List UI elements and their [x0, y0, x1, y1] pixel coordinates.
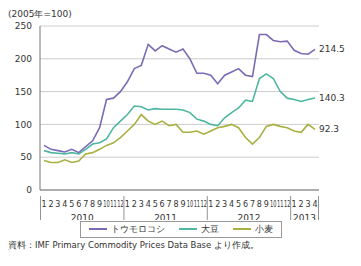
svg-text:4: 4 [229, 200, 234, 209]
svg-text:11: 11 [277, 200, 283, 209]
svg-text:200: 200 [15, 54, 32, 64]
svg-text:5: 5 [69, 200, 74, 209]
svg-text:2: 2 [215, 200, 220, 209]
svg-text:100: 100 [15, 120, 32, 130]
svg-text:12: 12 [117, 200, 123, 209]
svg-text:5: 5 [153, 200, 158, 209]
svg-text:11: 11 [110, 200, 116, 209]
svg-text:92.3: 92.3 [319, 124, 339, 134]
svg-text:4: 4 [62, 200, 67, 209]
svg-text:50: 50 [21, 152, 33, 162]
svg-text:10: 10 [187, 200, 193, 209]
svg-text:10: 10 [270, 200, 276, 209]
svg-text:4: 4 [312, 200, 317, 209]
svg-text:1: 1 [41, 200, 46, 209]
html-text:小麦: 小麦 [254, 223, 273, 234]
svg-text:9: 9 [180, 200, 185, 209]
svg-text:3: 3 [222, 200, 227, 209]
svg-text:9: 9 [264, 200, 269, 209]
html-text:大豆: 大豆 [200, 223, 219, 234]
svg-text:7: 7 [83, 200, 88, 209]
svg-text:8: 8 [173, 200, 178, 209]
svg-text:12: 12 [201, 200, 207, 209]
svg-text:8: 8 [90, 200, 95, 209]
svg-text:5: 5 [236, 200, 241, 209]
svg-text:2013: 2013 [293, 213, 316, 220]
svg-text:0: 0 [26, 185, 32, 195]
svg-text:4: 4 [146, 200, 151, 209]
svg-text:12: 12 [284, 200, 290, 209]
svg-text:2011: 2011 [154, 213, 177, 220]
svg-text:150: 150 [15, 87, 32, 97]
svg-text:2010: 2010 [71, 213, 94, 220]
svg-text:1: 1 [292, 200, 297, 209]
svg-text:7: 7 [167, 200, 172, 209]
html-text:トウモロコシ: トウモロコシ [110, 223, 165, 234]
svg-text:140.3: 140.3 [319, 93, 345, 103]
svg-text:3: 3 [139, 200, 144, 209]
svg-text:1: 1 [208, 200, 213, 209]
svg-text:6: 6 [243, 200, 248, 209]
svg-text:1: 1 [125, 200, 130, 209]
svg-text:3: 3 [55, 200, 60, 209]
svg-text:9: 9 [97, 200, 102, 209]
html-text:資料：IMF Primary Commodity Price: 資料：IMF Primary Commodity Prices Data Bas… [8, 240, 259, 250]
svg-text:6: 6 [76, 200, 81, 209]
svg-text:8: 8 [257, 200, 262, 209]
svg-text:2: 2 [299, 200, 304, 209]
svg-text:7: 7 [250, 200, 255, 209]
html-text:(2005年=100): (2005年=100) [8, 9, 72, 19]
svg-text:250: 250 [15, 21, 32, 31]
svg-text:3: 3 [306, 200, 311, 209]
svg-text:2: 2 [132, 200, 137, 209]
svg-text:10: 10 [103, 200, 109, 209]
svg-text:11: 11 [194, 200, 200, 209]
svg-text:2012: 2012 [238, 213, 261, 220]
svg-text:214.5: 214.5 [319, 44, 345, 54]
svg-text:6: 6 [160, 200, 165, 209]
svg-text:2: 2 [48, 200, 53, 209]
